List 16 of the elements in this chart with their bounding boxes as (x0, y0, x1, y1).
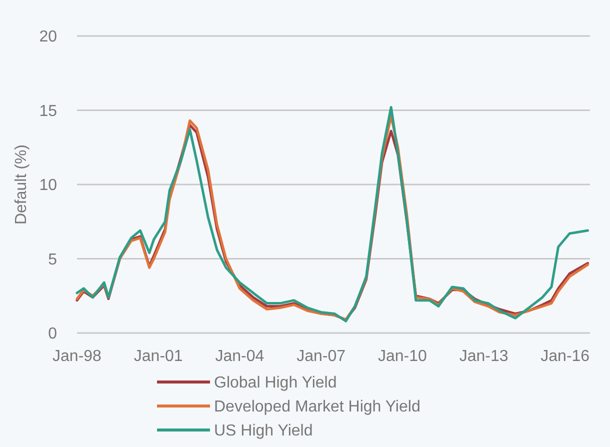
y-tick-label: 15 (39, 102, 58, 120)
x-tick-label: Jan-10 (378, 348, 428, 365)
legend-label: US High Yield (214, 422, 313, 440)
x-tick-label: Jan-04 (215, 348, 264, 365)
y-axis-title: Default (%) (13, 144, 30, 225)
x-tick-label: Jan-98 (52, 348, 102, 365)
y-tick-label: 10 (39, 177, 58, 194)
x-tick-label: Jan-13 (459, 348, 508, 365)
x-tick-label: Jan-07 (296, 348, 346, 365)
legend-label: Global High Yield (214, 374, 337, 392)
x-tick-label: Jan-01 (134, 348, 183, 365)
y-tick-label: 0 (48, 326, 58, 343)
x-tick-label: Jan-16 (540, 348, 590, 365)
y-tick-label: 5 (48, 251, 58, 268)
legend-label: Developed Market High Yield (214, 398, 420, 416)
y-tick-label: 20 (39, 28, 58, 46)
